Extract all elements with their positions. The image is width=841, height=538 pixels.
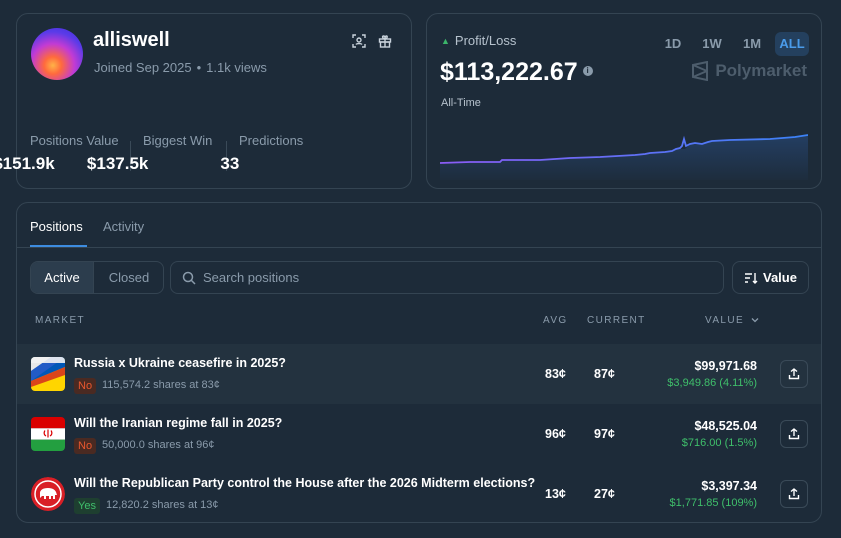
position-value: $48,525.04 bbox=[694, 419, 757, 433]
col-value[interactable]: VALUE bbox=[705, 315, 759, 326]
polymarket-brand: Polymarket bbox=[691, 60, 807, 82]
sort-value-button[interactable]: Value bbox=[732, 261, 809, 294]
stat-divider bbox=[226, 141, 227, 171]
avg-price: 96¢ bbox=[545, 427, 566, 441]
share-icon bbox=[788, 368, 800, 380]
pnl-label-text: Profit/Loss bbox=[454, 33, 517, 48]
pnl-period: All-Time bbox=[441, 97, 481, 109]
republican-elephant-icon bbox=[31, 477, 65, 511]
brand-name: Polymarket bbox=[715, 61, 807, 80]
range-1w[interactable]: 1W bbox=[702, 36, 722, 51]
stat-biggest-win: Biggest Win $137.5k bbox=[87, 133, 213, 173]
pnl-value: $113,222.67 i bbox=[440, 58, 593, 87]
stat-value: $137.5k bbox=[86, 154, 149, 173]
share-icon bbox=[788, 488, 800, 500]
info-icon[interactable]: i bbox=[582, 66, 593, 77]
market-title[interactable]: Will the Republican Party control the Ho… bbox=[74, 476, 536, 490]
share-button[interactable] bbox=[780, 420, 808, 448]
username: alliswell bbox=[93, 29, 170, 51]
chevron-down-icon bbox=[747, 315, 759, 326]
gift-icon[interactable] bbox=[377, 33, 393, 49]
iran-flag-icon bbox=[31, 417, 65, 451]
shares-info: 115,574.2 shares at 83¢ bbox=[102, 379, 220, 391]
pnl-area bbox=[440, 135, 808, 180]
polymarket-logo-icon bbox=[692, 60, 709, 81]
avg-price: 13¢ bbox=[545, 487, 566, 501]
current-price: 87¢ bbox=[594, 367, 615, 381]
search-input[interactable] bbox=[203, 262, 703, 293]
share-icon bbox=[788, 428, 800, 440]
filter-active-button[interactable]: Active bbox=[31, 262, 94, 293]
stat-value: $151.9k bbox=[0, 154, 55, 173]
view-count: 1.1k views bbox=[206, 60, 267, 75]
position-change: $716.00 (1.5%) bbox=[681, 437, 757, 449]
share-button[interactable] bbox=[780, 360, 808, 388]
tab-activity[interactable]: Activity bbox=[103, 219, 145, 234]
search-icon bbox=[182, 271, 196, 285]
range-all[interactable]: ALL bbox=[775, 32, 809, 56]
current-price: 97¢ bbox=[594, 427, 615, 441]
outcome-badge: Yes bbox=[74, 498, 100, 514]
range-1m[interactable]: 1M bbox=[742, 36, 762, 51]
col-avg: AVG bbox=[543, 315, 568, 326]
status-toggle: Active Closed bbox=[30, 261, 164, 294]
separator-dot: • bbox=[196, 60, 202, 75]
position-change: $3,949.86 (4.11%) bbox=[667, 377, 757, 389]
stat-divider bbox=[130, 141, 131, 171]
position-value: $99,971.68 bbox=[694, 359, 757, 373]
joined-date: Joined Sep 2025 bbox=[94, 60, 192, 75]
share-button[interactable] bbox=[780, 480, 808, 508]
pnl-chart[interactable] bbox=[440, 122, 808, 180]
current-price: 27¢ bbox=[594, 487, 615, 501]
position-value: $3,397.34 bbox=[701, 479, 757, 493]
shares-info: 50,000.0 shares at 96¢ bbox=[102, 439, 215, 451]
shares-info: 12,820.2 shares at 13¢ bbox=[106, 499, 219, 511]
positions-tabs: Positions Activity bbox=[17, 203, 821, 248]
col-value-label: VALUE bbox=[705, 315, 745, 326]
positions-card: Positions Activity Active Closed Value M… bbox=[16, 202, 822, 523]
pnl-amount: $113,222.67 bbox=[440, 58, 578, 86]
market-title[interactable]: Will the Iranian regime fall in 2025? bbox=[74, 416, 283, 430]
stat-label: Positions Value bbox=[30, 133, 119, 148]
filter-closed-button[interactable]: Closed bbox=[108, 270, 150, 285]
stat-label: Predictions bbox=[239, 133, 304, 148]
sort-label: Value bbox=[763, 270, 797, 285]
tab-positions[interactable]: Positions bbox=[30, 219, 83, 234]
col-current: CURRENT bbox=[587, 315, 646, 326]
pnl-label: ▲ Profit/Loss bbox=[441, 33, 516, 48]
col-market: MARKET bbox=[35, 315, 86, 326]
stat-value: 33 bbox=[220, 154, 240, 173]
sort-icon bbox=[745, 273, 758, 284]
search-box bbox=[170, 261, 724, 294]
table-row[interactable]: Will the Iranian regime fall in 2025? No… bbox=[17, 404, 821, 464]
table-row[interactable]: Will the Republican Party control the Ho… bbox=[17, 464, 821, 522]
outcome-badge: No bbox=[74, 378, 97, 394]
table-row[interactable]: Russia x Ukraine ceasefire in 2025? No 1… bbox=[17, 344, 821, 404]
russia-ukraine-flag-icon bbox=[31, 357, 65, 391]
stat-label: Biggest Win bbox=[143, 133, 213, 148]
scan-icon[interactable] bbox=[351, 33, 367, 49]
range-1d[interactable]: 1D bbox=[664, 36, 682, 51]
profile-card: alliswell Joined Sep 2025 • 1.1k views Pos… bbox=[0, 13, 412, 189]
stat-predictions: Predictions 33 bbox=[220, 133, 304, 173]
triangle-up-icon: ▲ bbox=[441, 36, 450, 46]
market-title[interactable]: Russia x Ukraine ceasefire in 2025? bbox=[74, 356, 286, 370]
profit-loss-card: ▲ Profit/Loss $113,222.67 i All-Time 1D 1W… bbox=[426, 13, 822, 189]
active-tab-underline bbox=[30, 245, 87, 247]
avg-price: 83¢ bbox=[545, 367, 566, 381]
profile-meta: Joined Sep 2025 • 1.1k views bbox=[94, 60, 267, 75]
avatar[interactable] bbox=[31, 28, 83, 80]
outcome-badge: No bbox=[74, 438, 97, 454]
position-change: $1,771.85 (109%) bbox=[669, 497, 757, 509]
pnl-line bbox=[440, 134, 808, 164]
stat-positions-value: Positions Value $151.9k bbox=[0, 133, 119, 173]
